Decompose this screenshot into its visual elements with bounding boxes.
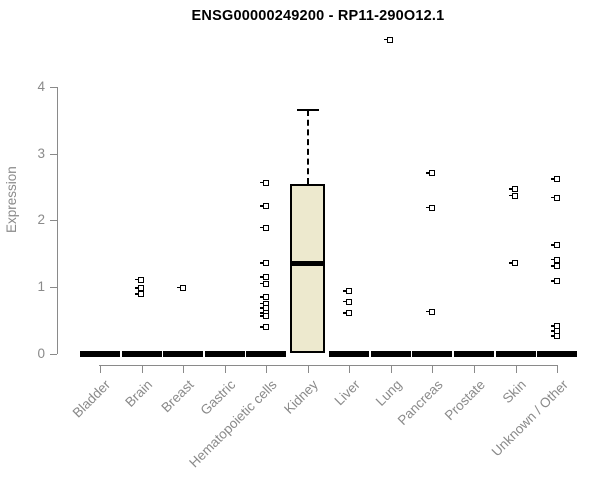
- collapsed-box: [453, 350, 494, 357]
- x-tick: [307, 366, 309, 373]
- x-tick: [100, 366, 101, 373]
- outlier-point: [550, 176, 560, 183]
- x-axis-category-label: Pancreas: [395, 377, 447, 428]
- x-axis-category-label: Gastric: [197, 377, 239, 418]
- y-axis-line: [57, 87, 58, 354]
- y-tick: [50, 87, 57, 89]
- collapsed-box: [121, 350, 162, 357]
- outlier-point: [135, 285, 145, 292]
- y-tick-label: 3: [37, 145, 45, 161]
- collapsed-box: [412, 350, 453, 357]
- x-tick: [557, 366, 559, 373]
- outlier-point: [550, 263, 560, 270]
- collapsed-box: [537, 350, 578, 357]
- chart-title: ENSG00000249200 - RP11-290O12.1: [191, 8, 445, 24]
- box-whisker: [306, 110, 309, 184]
- box-median-line: [290, 261, 326, 267]
- outlier-point: [259, 313, 269, 320]
- y-tick-label: 4: [37, 79, 45, 95]
- y-tick-label: 2: [37, 212, 45, 228]
- outlier-point: [509, 192, 518, 199]
- x-tick: [390, 366, 392, 373]
- x-tick: [349, 366, 351, 373]
- outlier-point: [425, 170, 435, 177]
- outlier-point: [259, 324, 269, 331]
- outlier-point: [509, 186, 518, 193]
- x-axis-category-label: Prostate: [441, 377, 488, 424]
- x-tick: [432, 366, 434, 373]
- y-tick-label: 0: [37, 345, 45, 361]
- outlier-point: [550, 333, 560, 340]
- x-tick: [515, 366, 517, 373]
- outlier-point: [135, 276, 145, 283]
- collapsed-box: [163, 350, 204, 357]
- outlier-point: [550, 242, 560, 249]
- outlier-point: [259, 179, 269, 186]
- collapsed-box: [246, 350, 287, 357]
- x-axis-category-label: Skin: [499, 377, 530, 407]
- y-tick: [50, 286, 57, 288]
- x-tick: [224, 366, 226, 373]
- outlier-point: [259, 224, 269, 231]
- outlier-point: [259, 294, 269, 301]
- outlier-point: [342, 298, 352, 305]
- x-axis-line: [99, 365, 559, 366]
- outlier-point: [384, 36, 394, 43]
- collapsed-box: [329, 350, 370, 357]
- y-tick: [50, 153, 57, 155]
- box-plot-box: [290, 183, 326, 354]
- y-tick-label: 1: [37, 278, 45, 294]
- outlier-point: [259, 203, 269, 210]
- outlier-point: [342, 310, 352, 317]
- outlier-point: [550, 256, 560, 263]
- x-axis-category-label: Unknown / Other: [488, 377, 571, 460]
- outlier-point: [259, 280, 269, 287]
- outlier-point: [550, 194, 560, 201]
- x-axis-category-label: Bladder: [70, 377, 114, 421]
- outlier-point: [176, 284, 186, 291]
- collapsed-box: [370, 350, 411, 357]
- outlier-point: [342, 288, 352, 295]
- outlier-point: [425, 204, 435, 211]
- outlier-point: [135, 291, 145, 298]
- x-axis-category-label: Brain: [122, 377, 156, 410]
- collapsed-box: [80, 350, 120, 357]
- x-tick: [183, 366, 185, 373]
- y-tick: [50, 353, 57, 355]
- x-axis-category-label: Kidney: [281, 377, 322, 417]
- outlier-point: [259, 274, 269, 281]
- outlier-point: [509, 260, 518, 267]
- x-axis-category-label: Liver: [331, 377, 363, 409]
- x-tick: [473, 366, 475, 373]
- x-axis-category-label: Breast: [158, 377, 197, 416]
- x-tick: [266, 366, 268, 373]
- collapsed-box: [495, 350, 536, 357]
- outlier-point: [425, 308, 435, 315]
- x-tick: [141, 366, 143, 373]
- x-axis-category-label: Lung: [372, 377, 405, 409]
- box-whisker-cap: [296, 109, 319, 112]
- collapsed-box: [204, 350, 245, 357]
- y-tick: [50, 220, 57, 222]
- outlier-point: [550, 278, 560, 285]
- outlier-point: [259, 260, 269, 267]
